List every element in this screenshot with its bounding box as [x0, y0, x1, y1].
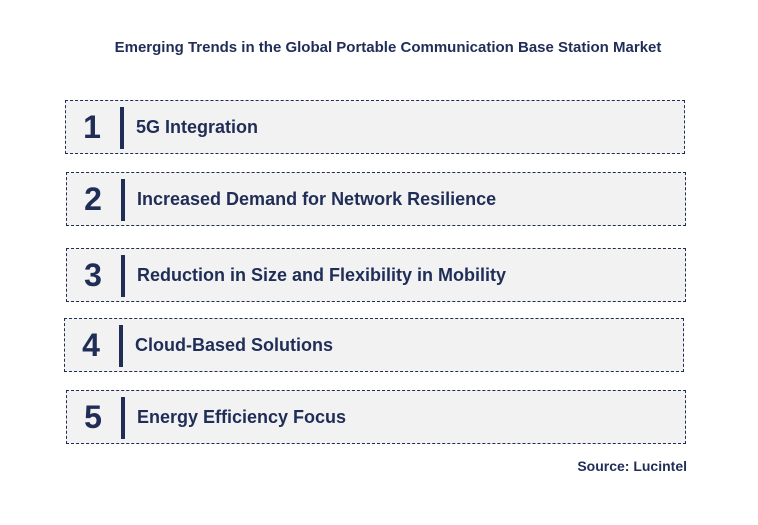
trend-row-1: 1 5G Integration [65, 100, 685, 154]
trend-label: Increased Demand for Network Resilience [137, 188, 497, 209]
trend-label: Reduction in Size and Flexibility in Mob… [137, 264, 507, 285]
trend-row-2: 2 Increased Demand for Network Resilienc… [66, 172, 686, 226]
trend-row-3: 3 Reduction in Size and Flexibility in M… [66, 248, 686, 302]
trend-row-5: 5 Energy Efficiency Focus [66, 390, 686, 444]
trend-number: 1 [83, 108, 101, 145]
trend-label: 5G Integration [136, 116, 259, 137]
trend-number: 2 [84, 180, 102, 217]
trend-divider [121, 397, 125, 439]
trend-divider [121, 179, 125, 221]
trend-label: Cloud-Based Solutions [135, 334, 333, 355]
trend-divider [120, 107, 124, 149]
trend-number: 4 [82, 326, 100, 363]
trend-row-4: 4 Cloud-Based Solutions [64, 318, 684, 372]
trend-number: 3 [84, 256, 102, 293]
trend-label: Energy Efficiency Focus [137, 406, 347, 427]
source-credit: Source: Lucintel [577, 458, 687, 474]
diagram-title: Emerging Trends in the Global Portable C… [114, 39, 662, 56]
trend-divider [121, 255, 125, 297]
trend-divider [119, 325, 123, 367]
trend-number: 5 [84, 398, 102, 435]
